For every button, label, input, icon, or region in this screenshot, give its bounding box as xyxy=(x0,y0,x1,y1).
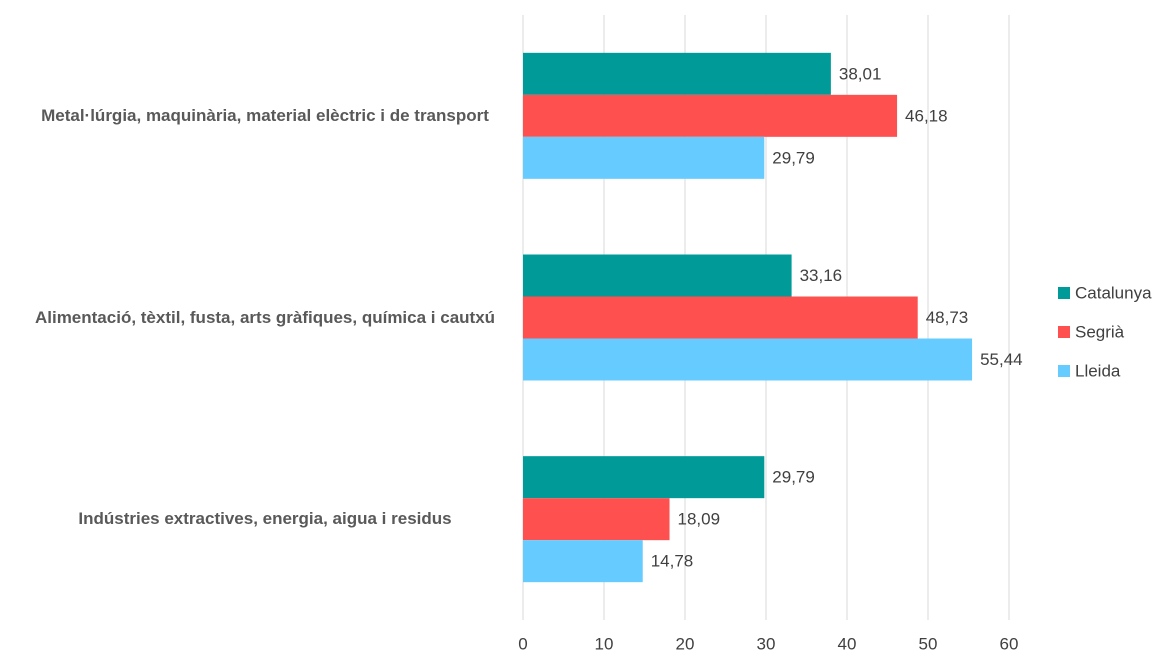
x-tick-label: 20 xyxy=(676,634,695,653)
x-tick-label: 30 xyxy=(757,634,776,653)
bar xyxy=(523,540,643,583)
legend-swatch xyxy=(1058,326,1070,338)
legend-swatch xyxy=(1058,365,1070,377)
value-label: 18,09 xyxy=(678,510,721,529)
x-tick-label: 40 xyxy=(838,634,857,653)
bar xyxy=(523,136,765,179)
bar xyxy=(523,338,973,381)
x-tick-label: 0 xyxy=(518,634,527,653)
x-tick-label: 10 xyxy=(595,634,614,653)
bar xyxy=(523,296,918,339)
value-label: 14,78 xyxy=(651,552,694,571)
category-label: Alimentació, tèxtil, fusta, arts gràfiqu… xyxy=(34,307,496,327)
bar xyxy=(523,52,831,95)
category-label: Metal·lúrgia, maquinària, material elèct… xyxy=(41,105,489,125)
value-label: 38,01 xyxy=(839,64,882,83)
category-label: Indústries extractives, energia, aigua i… xyxy=(78,509,452,529)
legend-label: Segrià xyxy=(1075,322,1125,341)
bar xyxy=(523,456,765,499)
value-label: 55,44 xyxy=(980,350,1023,369)
legend-label: Lleida xyxy=(1075,361,1121,380)
value-label: 29,79 xyxy=(772,468,815,487)
bar xyxy=(523,94,898,137)
bar xyxy=(523,254,792,297)
value-label: 29,79 xyxy=(772,148,815,167)
bar xyxy=(523,498,670,541)
x-tick-label: 60 xyxy=(1000,634,1019,653)
legend-label: Catalunya xyxy=(1075,283,1152,302)
x-tick-label: 50 xyxy=(919,634,938,653)
value-label: 48,73 xyxy=(926,308,969,327)
value-label: 33,16 xyxy=(800,266,843,285)
legend-swatch xyxy=(1058,287,1070,299)
value-label: 46,18 xyxy=(905,106,948,125)
